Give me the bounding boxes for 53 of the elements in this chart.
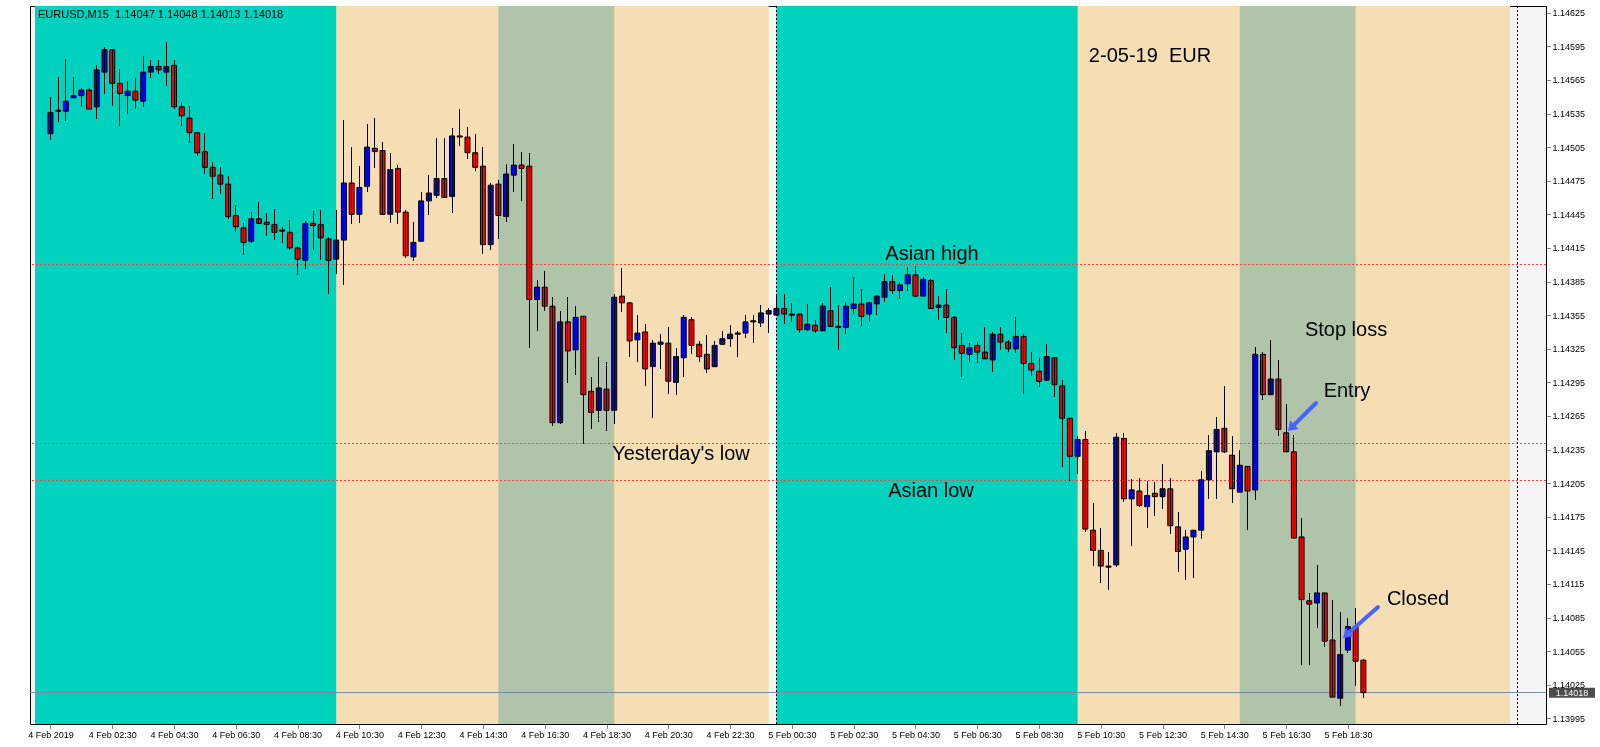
x-tick-label: 5 Feb 12:30 (1139, 729, 1188, 740)
y-tick-label: 1.14415 (1552, 243, 1586, 254)
x-tick-label: 4 Feb 08:30 (274, 729, 323, 740)
x-tick-label: 4 Feb 20:30 (644, 729, 693, 740)
annotation: Asian low (888, 479, 975, 501)
x-tick-label: 5 Feb 16:30 (1262, 729, 1311, 740)
x-tick-label: 5 Feb 18:30 (1324, 729, 1373, 740)
annotation: Yesterday's low (612, 442, 751, 464)
x-tick-label: 5 Feb 02:30 (830, 729, 879, 740)
x-tick-label: 5 Feb 08:30 (1015, 729, 1064, 740)
x-tick-label: 4 Feb 22:30 (706, 729, 755, 740)
annotation: Entry (1323, 379, 1371, 401)
x-tick-label: 4 Feb 16:30 (521, 729, 570, 740)
y-tick-label: 1.14445 (1552, 209, 1586, 220)
y-tick-label: 1.14505 (1552, 142, 1586, 153)
y-tick-label: 1.14535 (1552, 109, 1586, 120)
x-tick-label: 5 Feb 04:30 (891, 729, 940, 740)
y-tick-label: 1.14175 (1552, 512, 1586, 523)
y-tick-label: 1.14595 (1552, 41, 1586, 52)
y-tick-label: 1.14355 (1552, 310, 1586, 321)
y-tick-label: 1.14145 (1552, 545, 1586, 556)
y-tick-label: 1.14205 (1552, 478, 1586, 489)
y-tick-label: 1.14625 (1552, 8, 1586, 19)
x-tick-label: 4 Feb 14:30 (459, 729, 508, 740)
annotation: Stop loss (1304, 318, 1388, 340)
y-tick-label: 1.14325 (1552, 344, 1586, 355)
y-tick-label: 1.14085 (1552, 613, 1586, 624)
x-tick-label: 5 Feb 00:30 (768, 729, 817, 740)
annotation: 2-05-19 EUR (1088, 44, 1212, 66)
x-tick-label: 5 Feb 14:30 (1200, 729, 1249, 740)
candlestick (47, 96, 54, 141)
x-tick-label: 4 Feb 02:30 (88, 729, 137, 740)
x-tick-label: 4 Feb 12:30 (397, 729, 446, 740)
x-tick-label: 4 Feb 2019 (28, 729, 74, 740)
y-tick-label: 1.14265 (1552, 411, 1586, 422)
y-tick-label: 1.14055 (1552, 646, 1586, 657)
annotation: Closed (1386, 587, 1450, 609)
x-tick-label: 4 Feb 04:30 (150, 729, 199, 740)
y-tick-label: 1.14295 (1552, 377, 1586, 388)
y-tick-label: 1.14115 (1552, 579, 1585, 590)
y-tick-label: 1.14235 (1552, 445, 1586, 456)
candlestick (1306, 592, 1313, 666)
x-tick-label: 4 Feb 18:30 (582, 729, 632, 740)
y-tick-label: 1.14565 (1552, 75, 1586, 86)
y-tick-label: 1.14385 (1552, 277, 1586, 288)
annotation: Asian high (885, 242, 979, 264)
x-tick-label: 4 Feb 10:30 (335, 729, 384, 740)
y-tick-label: 1.13995 (1552, 713, 1586, 724)
x-tick-label: 5 Feb 10:30 (1077, 729, 1126, 740)
chart-title: EURUSD,M15 1.14047 1.14048 1.14013 1.14018 (38, 8, 284, 20)
x-tick-label: 5 Feb 06:30 (953, 729, 1002, 740)
x-tick-label: 4 Feb 06:30 (212, 729, 261, 740)
y-tick-label: 1.14475 (1552, 176, 1586, 187)
